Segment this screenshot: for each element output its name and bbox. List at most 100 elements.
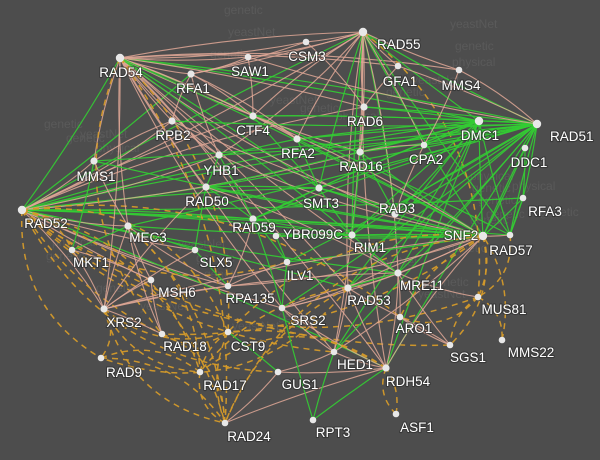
graph-node-mms1[interactable] — [90, 157, 98, 165]
network-edge-co — [482, 147, 526, 237]
graph-node-yhb1[interactable] — [215, 151, 223, 159]
network-edge-ph — [119, 57, 349, 289]
node-layer[interactable] — [17, 27, 542, 427]
graph-node-ctf4[interactable] — [249, 112, 257, 120]
graph-node-slx5[interactable] — [191, 246, 199, 254]
graph-node-rad57[interactable] — [506, 231, 514, 239]
graph-node-asf1[interactable] — [392, 410, 400, 418]
graph-node-rpt3[interactable] — [309, 416, 317, 424]
node-label-rad53: RAD53 — [347, 293, 391, 308]
node-label-gus1: GUS1 — [282, 377, 319, 392]
network-edge-ph — [103, 308, 163, 335]
graph-node-rad6[interactable] — [360, 103, 368, 111]
network-edge-co — [252, 115, 320, 189]
graph-node-mus81[interactable] — [474, 293, 482, 301]
network-edge-co — [194, 186, 207, 251]
network-edge-ph — [362, 31, 425, 146]
graph-node-cpa2[interactable] — [420, 141, 428, 149]
graph-node-aro1[interactable] — [396, 313, 404, 321]
graph-node-rpa135[interactable] — [224, 282, 232, 290]
graph-node-mec3[interactable] — [124, 222, 132, 230]
graph-node-sgs1[interactable] — [446, 341, 454, 349]
network-edge-co — [205, 185, 320, 189]
network-edge-ph — [224, 371, 279, 424]
network-edge-ge — [449, 296, 479, 346]
graph-node-mre11[interactable] — [394, 269, 402, 277]
graph-node-rad52[interactable] — [17, 205, 27, 215]
graph-node-ilv1[interactable] — [283, 258, 291, 266]
graph-node-cst9[interactable] — [224, 328, 232, 336]
graph-node-srs2[interactable] — [278, 304, 286, 312]
graph-node-csm3[interactable] — [302, 38, 310, 46]
graph-node-rpb2[interactable] — [168, 117, 176, 125]
graph-node-msh6[interactable] — [147, 276, 155, 284]
network-edge-ge — [382, 367, 397, 415]
watermark-text: yeastNet — [418, 287, 466, 301]
network-edge-ph — [347, 287, 401, 318]
graph-node-ddc1[interactable] — [521, 144, 529, 152]
network-edge-ge — [477, 296, 503, 341]
graph-node-rad24[interactable] — [221, 419, 229, 427]
graph-node-rad54[interactable] — [115, 53, 125, 63]
graph-node-mms4[interactable] — [455, 66, 463, 74]
graph-node-rfa1[interactable] — [187, 70, 195, 78]
graph-node-xrs2[interactable] — [100, 305, 108, 313]
graph-node-rad59[interactable] — [249, 215, 257, 223]
network-edge-co — [227, 331, 279, 373]
node-label-rad51: RAD51 — [550, 129, 594, 144]
watermark-text: genetic — [66, 131, 105, 145]
graph-node-mms22[interactable] — [498, 336, 506, 344]
network-edge-ge — [127, 225, 226, 424]
graph-node-rad16[interactable] — [356, 148, 364, 156]
graph-node-rfa3[interactable] — [519, 194, 527, 202]
graph-node-mkt1[interactable] — [68, 246, 76, 254]
graph-node-gfa1[interactable] — [394, 62, 402, 70]
node-label-ybr099c: YBR099C — [283, 227, 343, 242]
network-edge-co — [482, 123, 538, 237]
network-edge-ph — [103, 186, 207, 310]
node-label-cpa2: CPA2 — [409, 152, 443, 167]
graph-node-smt3[interactable] — [315, 184, 323, 192]
network-edge-ph — [150, 279, 163, 335]
graph-node-rad50[interactable] — [202, 183, 210, 191]
graph-node-rad18[interactable] — [158, 330, 166, 338]
graph-node-snf2[interactable] — [478, 231, 488, 241]
network-edge-ph — [190, 73, 220, 156]
node-label-smt3: SMT3 — [303, 196, 339, 211]
node-label-rad50: RAD50 — [185, 194, 229, 209]
graph-node-saw1[interactable] — [244, 53, 252, 61]
node-label-rad52: RAD52 — [24, 216, 68, 231]
network-edge-ge — [385, 367, 398, 415]
graph-node-rad53[interactable] — [344, 284, 352, 292]
graph-node-rad3[interactable] — [391, 210, 399, 218]
network-edge-ph — [385, 235, 484, 369]
graph-node-rad17[interactable] — [196, 368, 204, 376]
graph-node-rdh54[interactable] — [382, 364, 390, 372]
graph-node-rim1[interactable] — [348, 231, 356, 239]
graph-node-rad9[interactable] — [97, 354, 105, 362]
graph-node-hed1[interactable] — [330, 348, 338, 356]
network-edge-co — [252, 115, 480, 122]
node-label-yhb1: YHB1 — [203, 163, 238, 178]
node-label-srs2: SRS2 — [290, 313, 325, 328]
network-edge-ph — [103, 272, 399, 310]
network-edge-ge — [103, 308, 229, 340]
graph-node-rad55[interactable] — [358, 27, 368, 37]
graph-node-gus1[interactable] — [274, 368, 282, 376]
graph-node-rad51[interactable] — [532, 119, 542, 129]
watermark-text: yeastNet — [450, 17, 498, 31]
node-label-rad18: RAD18 — [163, 339, 207, 354]
network-edge-ge — [199, 331, 229, 373]
network-edge-ph — [190, 73, 254, 117]
node-label-hed1: HED1 — [337, 357, 373, 372]
network-edge-co — [21, 138, 298, 211]
graph-node-ybr099c[interactable] — [272, 232, 280, 240]
graph-node-dmc1[interactable] — [474, 116, 484, 126]
network-edge-ge — [103, 308, 226, 424]
graph-node-rfa2[interactable] — [293, 135, 301, 143]
network-edge-co — [296, 138, 484, 237]
node-label-slx5: SLX5 — [199, 255, 232, 270]
network-edge-ph — [333, 287, 349, 353]
